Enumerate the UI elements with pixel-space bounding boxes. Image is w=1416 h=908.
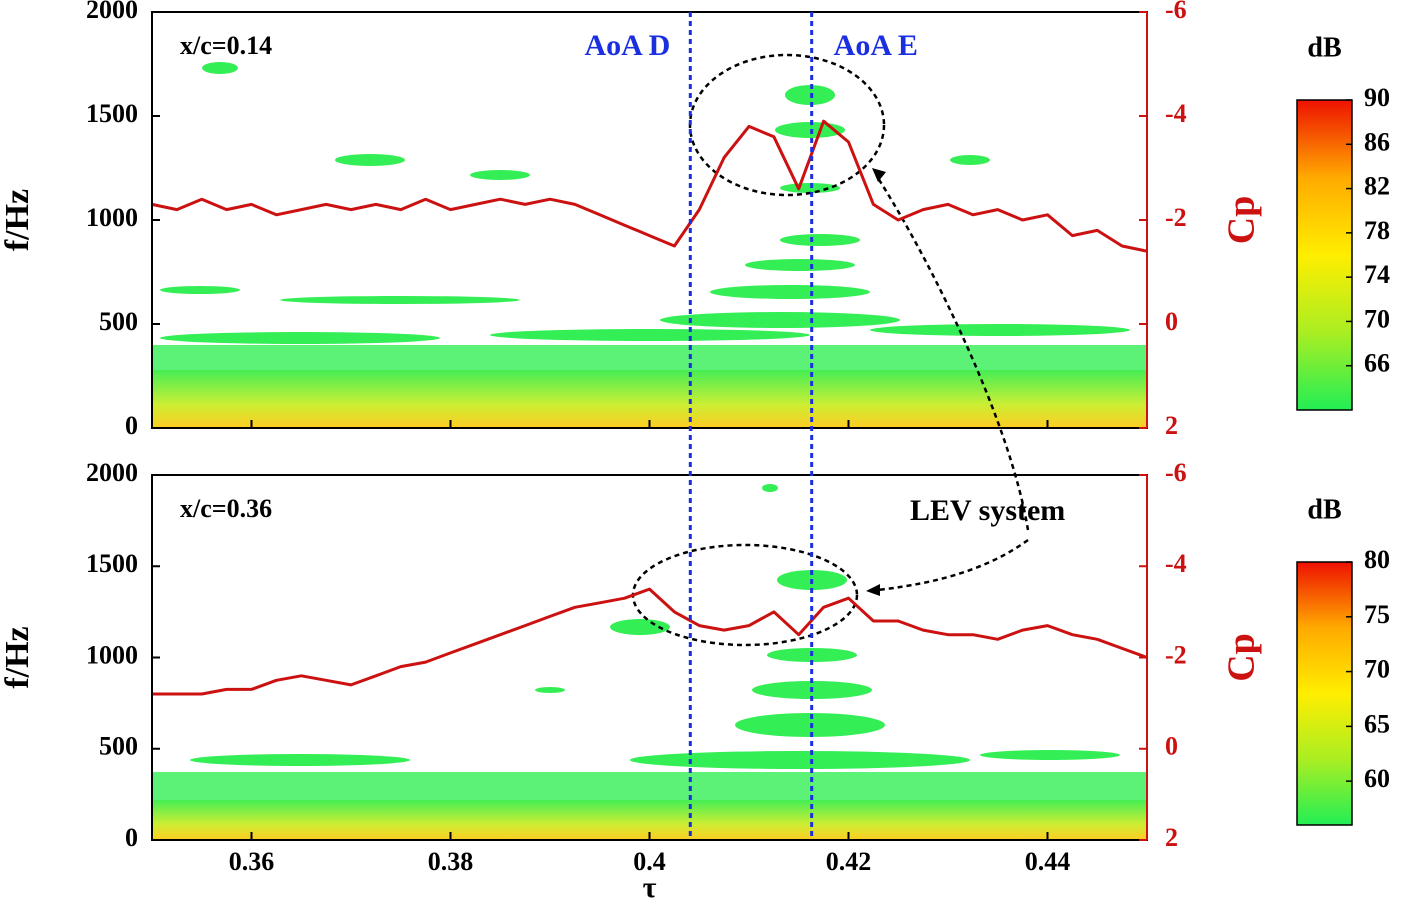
colorbar-tick-label: 80 [1364,545,1390,574]
y-tick-label: 500 [99,732,138,761]
y2-tick-label: -2 [1165,203,1187,232]
colorbar-tick-label: 75 [1364,600,1390,629]
y-tick-label: 1000 [86,640,138,669]
spectrogram-top [152,62,1147,428]
y2-axis-label: Cp [1221,196,1263,245]
colorbar-tick-label: 60 [1364,764,1390,793]
colorbar [1296,561,1353,826]
y2-tick-label: -4 [1165,99,1187,128]
colorbar-tick-label: 74 [1364,260,1390,289]
y2-tick-label: -4 [1165,549,1187,578]
colorbar-tick-label: 70 [1364,655,1390,684]
colorbar-tick-label: 86 [1364,127,1390,156]
x-tick-label: 0.4 [633,847,666,876]
y-tick-label: 2000 [86,0,138,24]
colorbar-tick-label: 82 [1364,172,1390,201]
y2-tick-label: 2 [1165,823,1178,852]
y-tick-label: 1000 [86,203,138,232]
cp-line [152,587,1148,696]
colorbar-title: dB [1307,494,1341,525]
colorbar-title: dB [1307,32,1341,63]
panel-label: x/c=0.36 [180,494,272,523]
y-tick-label: 500 [99,307,138,336]
cp-line [151,119,1148,253]
y-tick-label: 1500 [86,99,138,128]
colorbar-tick-label: 70 [1364,304,1390,333]
aoa-label: AoA E [834,29,918,62]
aoa-label: AoA D [584,29,670,62]
panel-label: x/c=0.14 [180,31,272,60]
y2-tick-label: 0 [1165,732,1178,761]
y-axis-label: f/Hz [0,626,36,688]
y-axis-label: f/Hz [0,189,36,251]
y2-tick-label: -6 [1165,0,1187,24]
y2-tick-label: 0 [1165,307,1178,336]
x-tick-label: 0.42 [826,847,872,876]
colorbar-tick-label: 78 [1364,216,1390,245]
y-tick-label: 1500 [86,549,138,578]
y-tick-label: 0 [125,823,138,852]
y2-axis-label: Cp [1221,633,1263,682]
x-tick-label: 0.44 [1025,847,1071,876]
y2-tick-label: 2 [1165,411,1178,440]
annotation: LEV system [910,494,1065,527]
colorbar [1296,99,1353,411]
x-axis-label: τ [643,871,657,903]
y2-tick-label: -6 [1165,458,1187,487]
x-tick-label: 0.36 [229,847,275,876]
y-tick-label: 2000 [86,458,138,487]
y2-tick-label: -2 [1165,640,1187,669]
colorbar-tick-label: 65 [1364,709,1390,738]
colorbar-tick-label: 66 [1364,349,1390,378]
spectrogram-bottom [152,484,1147,840]
colorbar-tick-label: 90 [1364,83,1390,112]
x-tick-label: 0.38 [428,847,474,876]
y-tick-label: 0 [125,411,138,440]
